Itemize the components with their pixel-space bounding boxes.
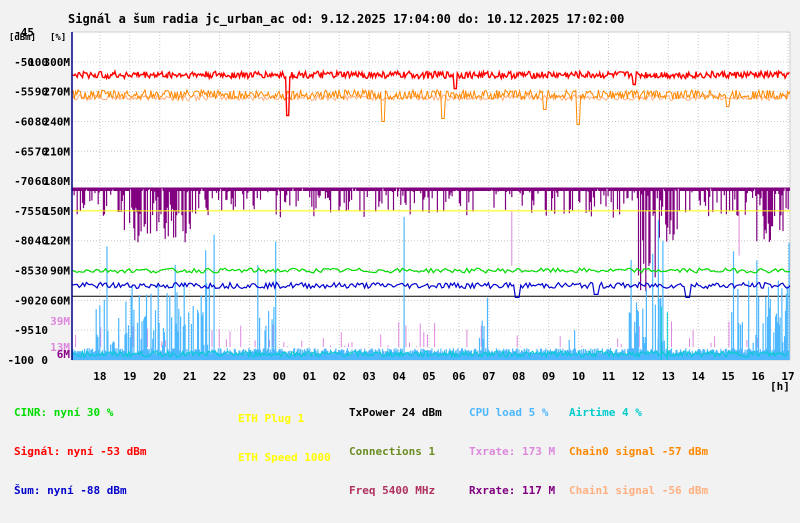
series-cinr — [71, 267, 791, 274]
series-chain0 — [71, 88, 791, 125]
series-signal — [71, 68, 790, 117]
legend-col-2: ETH Plug 1 ETH Speed 1000 — [238, 386, 331, 490]
legend-item-signal: Signál: nyní -53 dBm — [14, 445, 147, 458]
y-tick-dbm: -95 — [14, 324, 34, 337]
signal-noise-chart: Signál a šum radia jc_urban_ac od: 9.12.… — [7, 12, 795, 393]
y-tick-rate: 150M — [44, 205, 71, 218]
x-tick-label: 18 — [93, 370, 106, 383]
series-noise — [71, 280, 791, 298]
x-tick-label: 23 — [243, 370, 256, 383]
legend-item-cinr: CINR: nyní 30 % — [14, 406, 114, 419]
x-unit-label: [h] — [770, 380, 790, 393]
legend-item-eth-speed: ETH Speed 1000 — [238, 451, 331, 464]
y-tick-dbm: -50 — [14, 56, 34, 69]
y-tick-rate: 270M — [44, 86, 71, 99]
y-tick-pct: 0 — [41, 354, 48, 367]
x-tick-label: 06 — [452, 370, 466, 383]
legend-item-chain1: Chain1 signal -56 dBm — [569, 484, 709, 497]
rate-marker: 6M — [57, 348, 71, 361]
y-tick-pct: 60 — [35, 175, 48, 188]
y-tick-pct: 50 — [35, 205, 48, 218]
legend-item-chain0: Chain0 signal -57 dBm — [569, 445, 709, 458]
y-tick-pct: 90 — [35, 86, 48, 99]
y-tick-rate: 240M — [44, 115, 71, 128]
axis-header-pct: [%] — [50, 33, 66, 43]
legend-item-eth-plug: ETH Plug 1 — [238, 412, 305, 425]
legend-item-txpower: TxPower 24 dBm — [349, 406, 442, 419]
legend-item-frequency: Freq 5400 MHz — [349, 484, 436, 497]
y-tick-pct: 100 — [28, 56, 48, 69]
legend-col-4: CPU load 5 % Txrate: 173 M Rxrate: 117 M — [469, 380, 555, 523]
x-tick-label: 17 — [781, 370, 794, 383]
y-tick-dbm: -100 — [8, 354, 35, 367]
y-tick-rate: 300M — [44, 56, 71, 69]
y-tick-pct: 80 — [35, 115, 48, 128]
y-tick-dbm: -55 — [14, 86, 34, 99]
x-tick-label: 04 — [392, 370, 406, 383]
x-tick-label: 12 — [632, 370, 645, 383]
y-tick-rate: 60M — [50, 294, 70, 307]
y-tick-dbm: -75 — [14, 205, 34, 218]
x-tick-label: 09 — [542, 370, 555, 383]
x-tick-label: 07 — [482, 370, 495, 383]
legend-item-rxrate: Rxrate: 117 M — [469, 484, 556, 497]
legend-col-1: CINR: nyní 30 % Signál: nyní -53 dBm Šum… — [14, 380, 146, 523]
x-tick-label: 21 — [183, 370, 197, 383]
series-rxrate — [71, 187, 790, 292]
y-tick-dbm: -65 — [14, 145, 34, 158]
legend-item-cpu-load: CPU load 5 % — [469, 406, 549, 419]
x-tick-label: 22 — [213, 370, 226, 383]
y-tick-pct: 30 — [35, 265, 48, 278]
y-tick-dbm: -85 — [14, 265, 34, 278]
x-tick-label: 19 — [123, 370, 136, 383]
legend-item-connections: Connections 1 — [349, 445, 436, 458]
x-tick-label: 08 — [512, 370, 525, 383]
y-tick-dbm: -70 — [14, 175, 34, 188]
axis-header-dbm: [dBm] — [9, 33, 36, 43]
y-tick-rate: 180M — [44, 175, 71, 188]
legend-item-airtime: Airtime 4 % — [569, 406, 642, 419]
y-tick-rate: 210M — [44, 145, 71, 158]
legend-item-txrate: Txrate: 173 M — [469, 445, 556, 458]
x-tick-label: 05 — [422, 370, 435, 383]
legend-item-noise: Šum: nyní -88 dBm — [14, 484, 127, 497]
x-tick-label: 03 — [363, 370, 376, 383]
x-tick-label: 14 — [692, 370, 706, 383]
x-tick-label: 02 — [333, 370, 346, 383]
legend-col-3: TxPower 24 dBm Connections 1 Freq 5400 M… — [349, 380, 442, 523]
y-tick-dbm: -45 — [14, 26, 34, 39]
y-tick-dbm: -60 — [14, 115, 34, 128]
y-tick-pct: 20 — [35, 294, 48, 307]
series-airtime — [71, 306, 789, 360]
rate-marker: 39M — [50, 315, 70, 328]
x-tick-label: 11 — [602, 370, 616, 383]
chart-title: Signál a šum radia jc_urban_ac od: 9.12.… — [68, 12, 624, 27]
x-tick-label: 16 — [751, 370, 765, 383]
y-tick-rate: 90M — [50, 265, 70, 278]
x-tick-label: 00 — [273, 370, 286, 383]
x-tick-label: 20 — [153, 370, 166, 383]
x-tick-label: 01 — [303, 370, 317, 383]
y-tick-rate: 120M — [44, 235, 71, 248]
x-tick-label: 10 — [572, 370, 585, 383]
y-tick-pct: 10 — [35, 324, 48, 337]
y-tick-pct: 40 — [35, 235, 48, 248]
plot-area — [71, 31, 791, 361]
y-tick-pct: 70 — [35, 145, 48, 158]
x-tick-label: 13 — [662, 370, 675, 383]
y-tick-dbm: -90 — [14, 294, 34, 307]
legend-col-5: Airtime 4 % Chain0 signal -57 dBm Chain1… — [569, 380, 708, 523]
y-tick-dbm: -80 — [14, 235, 34, 248]
signal-noise-chart-panel: Signál a šum radia jc_urban_ac od: 9.12.… — [7, 12, 795, 497]
x-tick-label: 15 — [722, 370, 735, 383]
rate-marker: 13M — [50, 341, 70, 354]
